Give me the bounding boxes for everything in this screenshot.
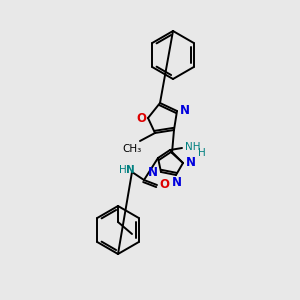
Text: NH: NH [185, 142, 201, 152]
Text: N: N [180, 103, 190, 116]
Text: N: N [126, 165, 134, 175]
Text: H: H [119, 165, 127, 175]
Text: CH₃: CH₃ [122, 144, 142, 154]
Text: O: O [136, 112, 146, 125]
Text: N: N [186, 155, 196, 169]
Text: N: N [148, 167, 158, 179]
Text: H: H [198, 148, 206, 158]
Text: N: N [172, 176, 182, 190]
Text: O: O [159, 178, 169, 191]
